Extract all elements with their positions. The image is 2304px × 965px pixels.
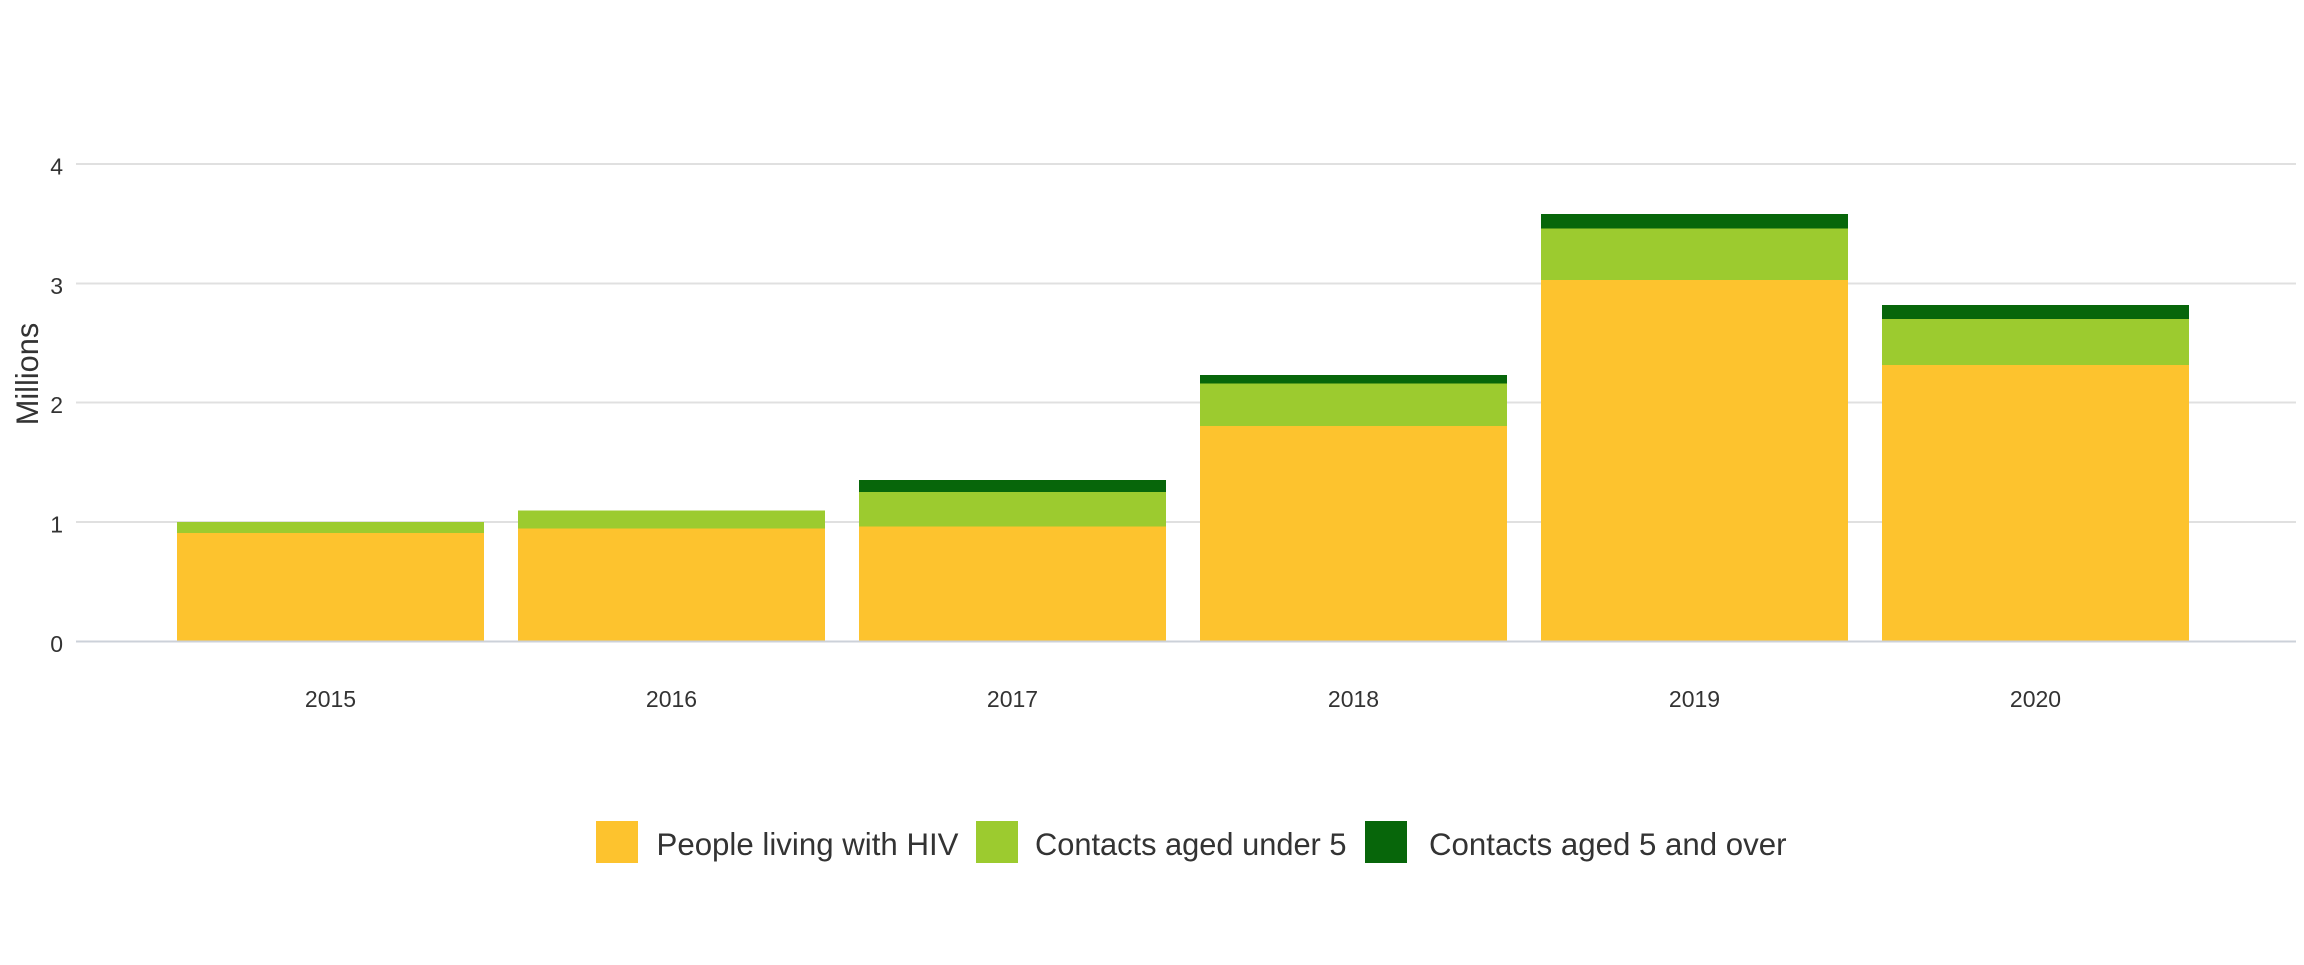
svg-text:2018: 2018 bbox=[1328, 686, 1379, 712]
svg-text:2017: 2017 bbox=[987, 686, 1038, 712]
svg-text:2020: 2020 bbox=[2010, 686, 2061, 712]
svg-text:People living with HIV: People living with HIV bbox=[657, 826, 959, 862]
svg-text:2015: 2015 bbox=[305, 686, 356, 712]
svg-text:2019: 2019 bbox=[1669, 686, 1720, 712]
svg-text:Millions: Millions bbox=[9, 323, 45, 426]
svg-text:4: 4 bbox=[50, 153, 63, 179]
svg-text:Contacts aged under 5: Contacts aged under 5 bbox=[1035, 826, 1347, 862]
svg-text:Contacts aged 5 and over: Contacts aged 5 and over bbox=[1429, 826, 1787, 862]
svg-text:1: 1 bbox=[50, 512, 63, 538]
svg-text:0: 0 bbox=[50, 631, 63, 657]
svg-text:2: 2 bbox=[50, 392, 63, 418]
svg-text:3: 3 bbox=[50, 273, 63, 299]
svg-text:2016: 2016 bbox=[646, 686, 697, 712]
